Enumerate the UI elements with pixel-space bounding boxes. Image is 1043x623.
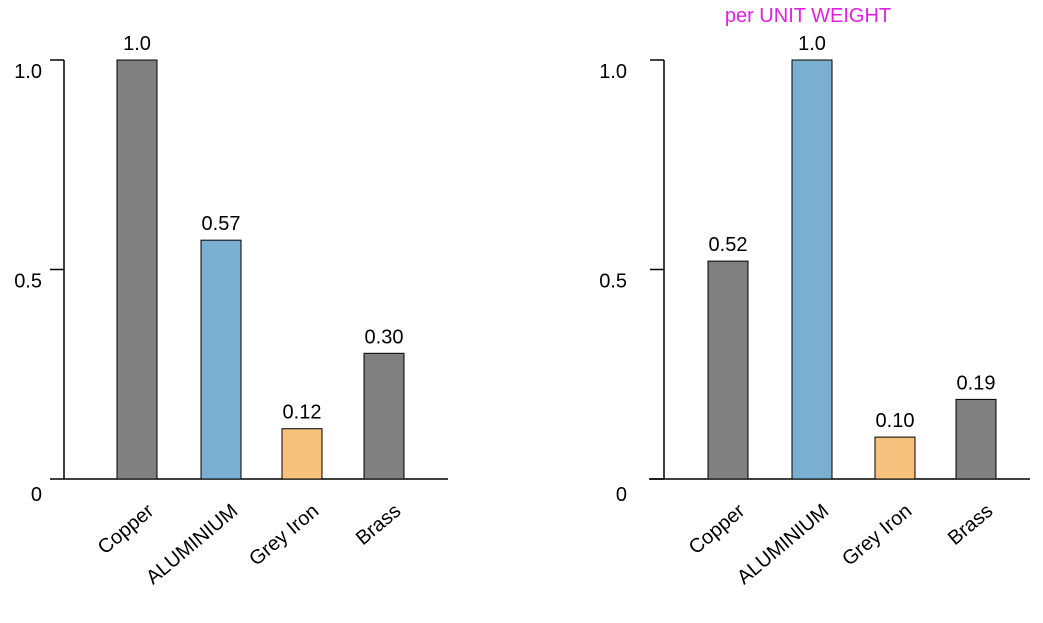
data-label: 0.57 bbox=[202, 213, 241, 235]
y-tick-label: 1.0 bbox=[599, 61, 627, 83]
bar-brass bbox=[955, 398, 997, 480]
bar-grey-iron bbox=[874, 436, 916, 480]
chart-panel-left: 0 0.5 1.0 1.0 Copper 0.57 ALUMINIUM 0.12 Grey Ir… bbox=[14, 33, 448, 589]
bar-aluminium bbox=[791, 59, 833, 480]
chart-panel-right: per UNIT WEIGHT 0 0.5 1.0 0.52 Copper 1.0 ALUMI… bbox=[599, 5, 1030, 589]
bar-copper bbox=[707, 260, 749, 480]
category-label: ALUMINIUM bbox=[142, 500, 242, 589]
data-label: 1.0 bbox=[123, 33, 151, 55]
category-label: Brass bbox=[944, 500, 997, 550]
data-label: 0.52 bbox=[709, 234, 748, 256]
bar-grey-iron bbox=[281, 428, 323, 480]
chart-subtitle: per UNIT WEIGHT bbox=[725, 5, 891, 27]
y-tick-label: 0.5 bbox=[599, 271, 627, 293]
y-tick-label: 0 bbox=[616, 484, 627, 506]
category-label: Copper bbox=[685, 500, 750, 559]
data-label: 1.0 bbox=[798, 33, 826, 55]
category-label: ALUMINIUM bbox=[733, 500, 833, 589]
bar-copper bbox=[116, 59, 158, 480]
y-tick-label: 0.5 bbox=[14, 271, 42, 293]
y-tick-label: 1.0 bbox=[14, 61, 42, 83]
y-tick-label: 0 bbox=[31, 484, 42, 506]
data-label: 0.12 bbox=[283, 402, 322, 424]
data-label: 0.30 bbox=[365, 326, 404, 348]
data-label: 0.19 bbox=[957, 372, 996, 394]
category-label: Copper bbox=[94, 500, 159, 559]
bar-aluminium bbox=[200, 239, 242, 480]
category-label: Grey Iron bbox=[245, 500, 323, 570]
bar-brass bbox=[363, 352, 405, 480]
category-label: Brass bbox=[352, 500, 405, 550]
category-label: Grey Iron bbox=[838, 500, 916, 570]
data-label: 0.10 bbox=[876, 410, 915, 432]
